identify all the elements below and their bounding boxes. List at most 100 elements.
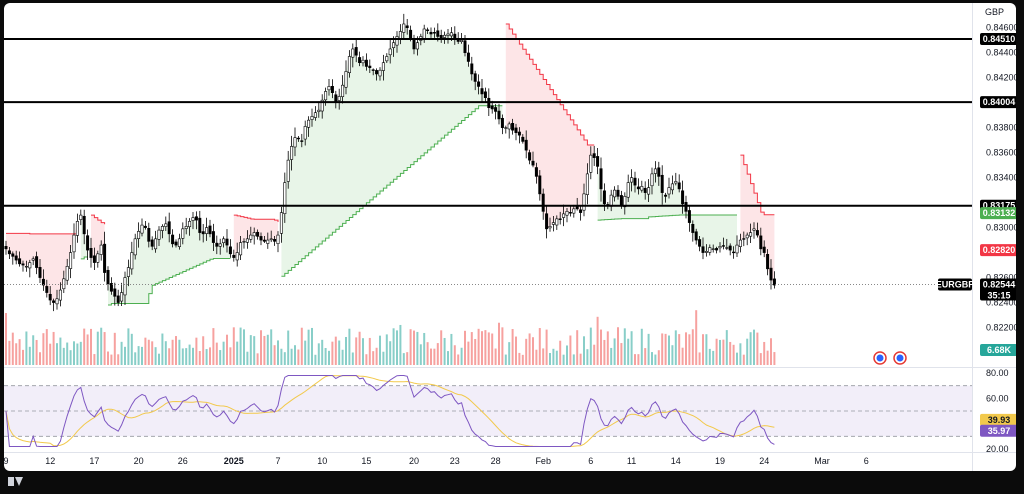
volume-bar [413,330,415,365]
candle [388,48,392,56]
volume-bar [171,339,174,365]
level-label-2-bg [980,96,1016,109]
candle [82,215,86,235]
volume-bar [35,339,38,365]
volume-bar [96,331,99,365]
candle [602,190,606,205]
date-label: Feb [535,456,551,466]
candle [460,39,464,43]
volume-bar [232,327,235,365]
candle [735,244,739,254]
candle [109,283,113,292]
volume-bar [83,328,86,365]
candle [201,231,205,235]
volume-bar [610,347,613,365]
supertrend-down-label: 0.82820 [983,245,1016,255]
volume-bar [192,347,194,365]
date-label: 26 [178,456,188,466]
volume-bar [467,341,470,365]
candle [443,34,447,38]
candle [222,238,226,244]
volume-bar [627,338,630,365]
candle [701,246,705,253]
volume-bar [375,347,378,365]
price-tick: 0.82200 [986,323,1016,333]
volume-bar [270,329,273,365]
candle [58,289,62,301]
supertrend-line-up [597,214,737,221]
supertrend-fill-down [233,215,278,258]
volume-bar [222,341,225,365]
candle [79,214,83,220]
price-tick: 0.83000 [986,223,1016,233]
countdown-label: 35:15 [987,291,1010,301]
rsi-ma-line [5,374,775,447]
volume-bar [722,339,725,365]
price-chart[interactable]: GBP 0.84600 0.84400 0.84200 0.83800 0.83600 0.… [4,3,1016,471]
candle [708,247,712,253]
volume-bar [5,313,7,365]
candle [147,228,151,242]
volume-bar [766,350,769,365]
candle [361,59,365,64]
candle [752,228,756,231]
candle [636,186,640,190]
volume-bar [620,343,623,365]
candle [45,286,49,293]
candle [684,202,688,212]
supertrend-fill-up [281,23,503,277]
rsi-ma-label: 39.93 [988,415,1011,425]
volume-bar [260,330,262,365]
volume-bar [379,335,381,365]
volume-bar [477,328,480,365]
volume-bar [314,354,317,365]
date-label: Mar [814,456,830,466]
candle [511,123,515,131]
candle [551,222,555,225]
volume-bar [205,349,208,365]
candle [232,255,236,258]
rsi-value-label-bg [980,424,1016,437]
volume-bar [283,352,286,365]
candle [279,212,283,234]
volume-label-bg [980,344,1016,356]
rsi-tick: 60.00 [986,393,1009,403]
candle [296,137,300,140]
volume-bar [481,331,483,365]
volume-bar [501,327,504,365]
volume-bar [436,343,439,365]
candle [99,244,103,255]
candle [630,177,634,183]
volume-bar [447,351,449,365]
tradingview-logo[interactable] [8,477,23,486]
candle [378,69,382,77]
candle [41,278,45,286]
candle [249,234,253,240]
candle [35,256,39,268]
candle [640,186,644,191]
volume-bar [494,348,497,365]
volume-bar [763,341,766,365]
volume-bar [368,337,371,365]
candle [324,91,328,101]
candle [429,31,433,35]
supertrend-line-down [740,154,775,216]
volume-bar [117,354,120,365]
volume-bar [566,345,568,365]
volume-bar [69,350,72,365]
volume-bar [141,346,143,365]
candle [667,187,671,195]
volume-bar [698,352,701,365]
candle [171,234,175,245]
candle [106,269,110,285]
candle [528,152,532,161]
candle [11,253,15,257]
volume-bar [39,352,41,365]
candle [344,71,348,88]
candle [538,175,542,195]
volume-bar [52,331,55,365]
supertrend-fill-down [505,23,595,229]
volume-bar [362,338,364,365]
candle [483,91,487,98]
rsi-tick: 80.00 [986,368,1009,378]
